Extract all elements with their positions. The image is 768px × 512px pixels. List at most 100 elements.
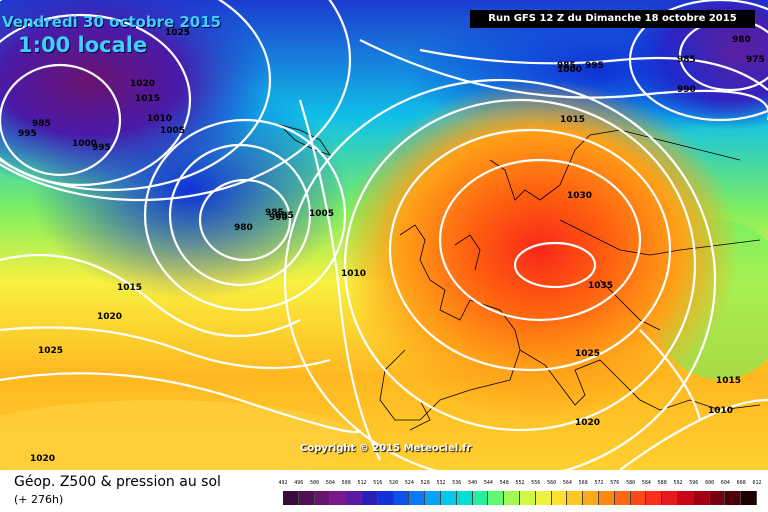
- variable-title: Géop. Z500 & pression au sol: [14, 474, 221, 490]
- isobar-label: 980: [234, 223, 253, 233]
- scale-swatch: [741, 491, 757, 505]
- isobar-label: 995: [92, 143, 111, 153]
- scale-swatch: [583, 491, 599, 505]
- scale-label: 556: [531, 480, 541, 486]
- scale-label: 520: [389, 480, 399, 486]
- scale-swatch: [283, 491, 299, 505]
- isobar-label: 1015: [716, 376, 741, 386]
- scale-swatch: [314, 491, 331, 505]
- isobar-label: 985: [677, 55, 696, 65]
- scale-swatch: [298, 491, 315, 505]
- scale-label: 580: [626, 480, 636, 486]
- isobar-label: 985: [32, 119, 51, 129]
- scale-swatch: [409, 491, 426, 505]
- scale-label: 548: [499, 480, 509, 486]
- scale-label: 604: [720, 480, 730, 486]
- low-northwest: [0, 0, 270, 190]
- scale-label: 564: [562, 480, 572, 486]
- scale-swatch: [725, 491, 742, 505]
- scale-label: 576: [610, 480, 620, 486]
- scale-label: 512: [357, 480, 367, 486]
- isobar-label: 1000: [72, 139, 97, 149]
- isobar-label: 1010: [708, 406, 733, 416]
- isobar-label: 1005: [160, 126, 185, 136]
- scale-swatch: [630, 491, 647, 505]
- scale-label: 492: [278, 480, 288, 486]
- scale-label: 584: [641, 480, 651, 486]
- scale-swatch: [535, 491, 552, 505]
- scale-label: 500: [310, 480, 320, 486]
- model-run-label: Run GFS 12 Z du Dimanche 18 octobre 2015: [470, 10, 755, 28]
- scale-label: 560: [547, 480, 557, 486]
- isobar-label: 1020: [130, 79, 155, 89]
- scale-swatch: [393, 491, 410, 505]
- scale-swatch: [519, 491, 536, 505]
- scale-swatch: [677, 491, 694, 505]
- scale-swatch: [377, 491, 394, 505]
- scale-label: 612: [752, 480, 762, 486]
- scale-label: 504: [325, 480, 335, 486]
- yellow-south: [0, 400, 360, 470]
- isobar-label: 985: [557, 61, 576, 71]
- isobar-label: 1020: [30, 454, 55, 464]
- scale-swatch: [456, 491, 473, 505]
- isobar-label: 1000: [557, 65, 582, 75]
- scale-swatch: [567, 491, 584, 505]
- isobar-label: 985: [265, 208, 284, 218]
- scale-label: 600: [705, 480, 715, 486]
- isobar-label: 1015: [560, 115, 585, 125]
- high-europe: [340, 80, 740, 420]
- scale-swatch: [646, 491, 663, 505]
- isobar-label: 975: [746, 55, 765, 65]
- isobar-label: 1035: [588, 281, 613, 291]
- scale-label: 536: [452, 480, 462, 486]
- scale-label: 608: [736, 480, 746, 486]
- isobar-label: 1030: [567, 191, 592, 201]
- scale-label: 572: [594, 480, 604, 486]
- isobar-labels: 1025980975102010159859951000995985990101…: [18, 28, 765, 464]
- scale-label: 532: [436, 480, 446, 486]
- scale-label: 528: [420, 480, 430, 486]
- isobar-label: 990: [677, 85, 696, 95]
- isobar-label: 1010: [147, 114, 172, 124]
- scale-swatch: [551, 491, 568, 505]
- isobar-label: 995: [275, 211, 294, 221]
- forecast-map: 1025980975102010159859951000995985990101…: [0, 0, 768, 470]
- scale-label: 552: [515, 480, 525, 486]
- scale-swatch: [598, 491, 615, 505]
- forecast-local-time: 1:00 locale: [18, 33, 148, 57]
- color-scale: [283, 491, 757, 505]
- scale-swatch: [361, 491, 378, 505]
- isobar-label: 995: [585, 61, 604, 71]
- scale-swatch: [330, 491, 347, 505]
- scale-swatch: [440, 491, 457, 505]
- isobar-label: 1015: [117, 283, 142, 293]
- scale-label: 508: [341, 480, 351, 486]
- scale-label: 588: [657, 480, 667, 486]
- scale-swatch: [709, 491, 726, 505]
- legend-bar: Géop. Z500 & pression au sol (+ 276h) 49…: [0, 470, 768, 512]
- copyright-notice: Copyright © 2015 Meteociel.fr: [300, 443, 472, 454]
- isobar-label: 1025: [575, 349, 600, 359]
- scale-swatch: [614, 491, 631, 505]
- scale-swatch: [425, 491, 441, 505]
- forecast-date: Vendredi 30 octobre 2015: [2, 13, 222, 31]
- isobar-label: 1020: [575, 418, 600, 428]
- isobar-label: 1020: [97, 312, 122, 322]
- isobar-label: 1025: [165, 28, 190, 38]
- scale-swatch: [662, 491, 678, 505]
- scale-label: 524: [404, 480, 414, 486]
- scale-swatch: [346, 491, 362, 505]
- scale-label: 596: [689, 480, 699, 486]
- isobar-label: 1010: [341, 269, 366, 279]
- scale-label: 540: [468, 480, 478, 486]
- scale-label: 592: [673, 480, 683, 486]
- isobar-label: 995: [18, 129, 37, 139]
- scale-label: 568: [578, 480, 588, 486]
- coastlines: [278, 124, 761, 431]
- isobar-label: 1015: [135, 94, 160, 104]
- scale-swatch: [693, 491, 710, 505]
- scale-swatch: [488, 491, 505, 505]
- isobar-label: 980: [732, 35, 751, 45]
